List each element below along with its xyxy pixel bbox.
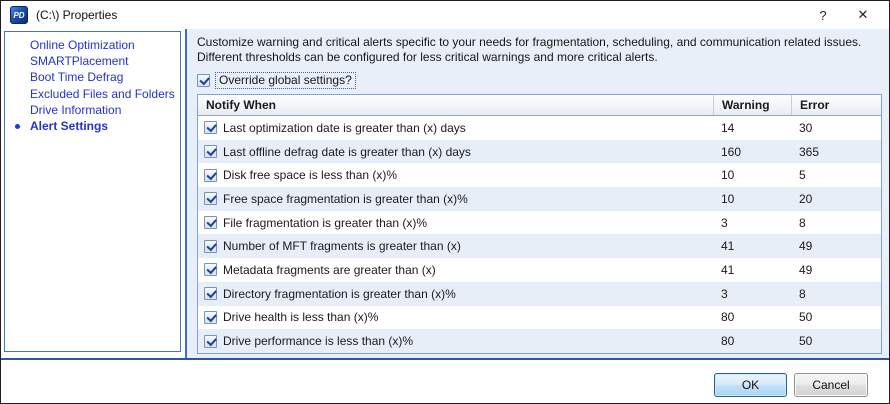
row-label: Disk free space is less than (x)% [223, 168, 398, 183]
sidebar-item-label: SMARTPlacement [30, 54, 129, 69]
table-row[interactable]: Metadata fragments are greater than (x) … [198, 258, 881, 282]
warning-value-cell[interactable]: 10 [721, 168, 735, 183]
description-text: Customize warning and critical alerts sp… [197, 35, 862, 64]
table-row[interactable]: Last optimization date is greater than (… [198, 116, 881, 140]
row-checkbox[interactable] [204, 287, 217, 301]
content-area: Online Optimization SMARTPlacement Boot … [1, 29, 889, 358]
row-checkbox[interactable] [204, 216, 217, 230]
ok-button[interactable]: OK [714, 373, 787, 397]
titlebar: PD (C:\) Properties ? ✕ [1, 1, 889, 29]
footer-divider [1, 358, 889, 360]
app-icon: PD [10, 6, 28, 24]
table-row[interactable]: Free space fragmentation is greater than… [198, 187, 881, 211]
override-global-row: Override global settings? [197, 72, 356, 89]
sidebar-item[interactable]: Online Optimization [5, 37, 180, 53]
table-row[interactable]: Drive performance is less than (x)% 80 5… [198, 329, 881, 353]
error-value-cell[interactable]: 8 [799, 215, 806, 230]
row-label: Free space fragmentation is greater than… [223, 191, 468, 206]
table-row[interactable]: Number of MFT fragments is greater than … [198, 234, 881, 259]
row-checkbox[interactable] [204, 145, 217, 159]
row-label: Last offline defrag date is greater than… [223, 144, 471, 159]
help-button[interactable]: ? [819, 7, 827, 23]
active-bullet-icon [15, 123, 20, 129]
warning-value-cell[interactable]: 41 [721, 239, 735, 254]
row-label: Number of MFT fragments is greater than … [223, 239, 461, 254]
warning-value-cell[interactable]: 14 [721, 120, 735, 135]
sidebar-item[interactable]: Excluded Files and Folders [5, 86, 180, 102]
sidebar-item[interactable]: Alert Settings [5, 118, 180, 134]
row-checkbox[interactable] [204, 239, 217, 253]
error-value-cell[interactable]: 365 [799, 144, 820, 159]
alert-settings-panel: Customize warning and critical alerts sp… [187, 29, 889, 358]
table-row[interactable]: Directory fragmentation is greater than … [198, 281, 881, 306]
error-value-cell[interactable]: 49 [799, 239, 813, 254]
warning-value-cell[interactable]: 160 [721, 144, 742, 159]
row-label: Metadata fragments are greater than (x) [223, 262, 436, 277]
sidebar: Online Optimization SMARTPlacement Boot … [4, 31, 181, 352]
error-value-cell[interactable]: 20 [799, 191, 813, 206]
sidebar-divider [185, 29, 187, 358]
column-header-notify-when: Notify When [206, 98, 276, 112]
warning-value-cell[interactable]: 80 [721, 310, 735, 325]
row-label: Drive performance is less than (x)% [223, 334, 414, 349]
column-header-warning: Warning [713, 95, 791, 115]
sidebar-item[interactable]: Drive Information [5, 102, 180, 118]
row-checkbox[interactable] [204, 121, 217, 135]
override-global-label[interactable]: Override global settings? [215, 72, 356, 89]
sidebar-item-label: Drive Information [30, 102, 122, 117]
row-checkbox[interactable] [204, 168, 217, 182]
cancel-button[interactable]: Cancel [794, 373, 868, 397]
sidebar-item[interactable]: SMARTPlacement [5, 53, 180, 69]
table-row[interactable]: Drive health is less than (x)% 80 50 [198, 305, 881, 330]
table-body: Last optimization date is greater than (… [198, 116, 881, 353]
override-global-checkbox[interactable] [197, 74, 210, 87]
warning-value-cell[interactable]: 41 [721, 262, 735, 277]
row-checkbox[interactable] [204, 263, 217, 277]
sidebar-item[interactable]: Boot Time Defrag [5, 69, 180, 85]
close-button[interactable]: ✕ [857, 7, 869, 22]
table-row[interactable]: Last offline defrag date is greater than… [198, 139, 881, 164]
table-row[interactable]: File fragmentation is greater than (x)% … [198, 210, 881, 235]
row-label: Directory fragmentation is greater than … [223, 286, 456, 301]
error-value-cell[interactable]: 50 [799, 334, 813, 349]
sidebar-item-label: Online Optimization [30, 38, 135, 52]
warning-value-cell[interactable]: 3 [721, 286, 728, 301]
row-label: File fragmentation is greater than (x)% [223, 215, 428, 230]
warning-value-cell[interactable]: 10 [721, 191, 735, 206]
window-title: (C:\) Properties [36, 8, 118, 22]
warning-value-cell[interactable]: 3 [721, 215, 728, 230]
error-value-cell[interactable]: 49 [799, 262, 813, 277]
table-header: Notify When Warning Error [198, 95, 881, 116]
row-checkbox[interactable] [204, 192, 217, 206]
table-row[interactable]: Disk free space is less than (x)% 10 5 [198, 163, 881, 188]
alerts-table: Notify When Warning Error Last optimizat… [197, 94, 882, 354]
error-value-cell[interactable]: 8 [799, 286, 806, 301]
column-header-error: Error [791, 95, 881, 115]
error-value-cell[interactable]: 30 [799, 120, 813, 135]
row-label: Last optimization date is greater than (… [223, 120, 466, 135]
warning-value-cell[interactable]: 80 [721, 334, 735, 349]
error-value-cell[interactable]: 5 [799, 168, 806, 183]
sidebar-item-label: Alert Settings [30, 118, 109, 133]
sidebar-item-label: Boot Time Defrag [30, 70, 124, 85]
row-checkbox[interactable] [204, 310, 217, 324]
titlebar-buttons: ? ✕ [803, 1, 883, 29]
error-value-cell[interactable]: 50 [799, 310, 813, 325]
footer: OK Cancel [1, 360, 889, 403]
row-checkbox[interactable] [204, 334, 217, 348]
sidebar-item-label: Excluded Files and Folders [30, 86, 175, 101]
row-label: Drive health is less than (x)% [223, 310, 379, 325]
